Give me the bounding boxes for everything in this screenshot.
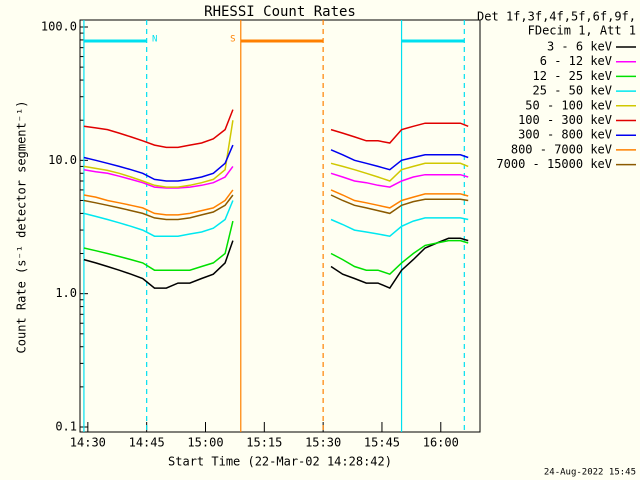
series-line [83, 189, 469, 216]
x-tick-label: 16:00 [423, 436, 459, 450]
x-tick-label: 14:45 [129, 436, 165, 450]
series-line [83, 165, 469, 189]
x-tick-label: 14:30 [70, 436, 106, 450]
y-tick-label: 0.1 [55, 420, 77, 434]
series-line [83, 200, 469, 238]
series-line [83, 220, 469, 276]
plot-frame [79, 19, 481, 433]
legend-label: 25 - 50 keV [533, 84, 612, 98]
legend-label: 300 - 800 keV [518, 128, 612, 142]
series-line [83, 194, 469, 221]
legend-label: 100 - 300 keV [518, 113, 612, 127]
chart-title: RHESSI Count Rates [204, 4, 356, 20]
y-tick-label: 1.0 [55, 286, 77, 300]
x-tick-label: 15:30 [305, 436, 341, 450]
x-tick-label: 15:45 [364, 436, 400, 450]
interval-label: N [152, 35, 157, 45]
series-line [83, 237, 469, 290]
legend-header: FDecim 1, Att 1 [528, 24, 636, 38]
legend-label: 6 - 12 keV [540, 54, 612, 68]
x-tick-label: 15:00 [187, 436, 223, 450]
series-line [83, 109, 469, 149]
legend-label: 7000 - 15000 keV [496, 157, 612, 171]
y-tick-label: 10.0 [48, 153, 77, 167]
legend-label: 50 - 100 keV [525, 98, 612, 112]
legend-label: 3 - 6 keV [547, 40, 612, 54]
legend-label: 12 - 25 keV [533, 69, 612, 83]
series-line [83, 120, 469, 188]
y-tick-label: 100.0 [41, 20, 77, 34]
legend-label: 800 - 7000 keV [511, 142, 612, 156]
x-axis-label: Start Time (22-Mar-02 14:28:42) [168, 455, 392, 469]
y-axis-label: Count Rate (s⁻¹ detector segment⁻¹) [15, 101, 29, 354]
interval-label: S [230, 35, 235, 45]
series-line [83, 144, 469, 182]
legend-header: Det 1f,3f,4f,5f,6f,9f, [477, 10, 636, 24]
x-tick-label: 15:15 [246, 436, 282, 450]
footer: 24-Aug-2022 15:45 [544, 468, 636, 478]
